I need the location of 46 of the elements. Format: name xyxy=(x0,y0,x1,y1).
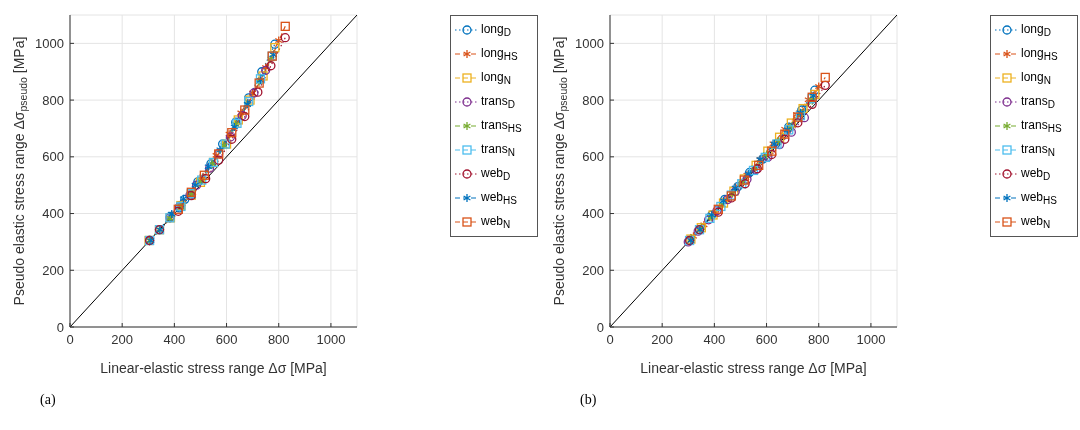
x-tick-label: 800 xyxy=(807,332,830,348)
legend-label: web$_{HS}$ xyxy=(481,189,517,207)
x-tick-label: 200 xyxy=(651,332,674,348)
legend-label: long$_{D}$ xyxy=(481,21,511,39)
legend-label: long$_{N}$ xyxy=(1021,69,1051,87)
text: (b) xyxy=(580,392,597,408)
y-tick-label: 800 xyxy=(42,92,64,108)
y-tick-label: 1000 xyxy=(575,35,604,51)
x-tick-label: 400 xyxy=(703,332,726,348)
legend-label: trans$_{D}$ xyxy=(1021,93,1055,111)
legend-label: web$_{N}$ xyxy=(1021,213,1051,231)
y-tick-label: 600 xyxy=(42,149,64,165)
legend-label: long$_{HS}$ xyxy=(1021,45,1058,63)
legend-label: trans$_{D}$ xyxy=(481,93,515,111)
legend-label: long$_{HS}$ xyxy=(481,45,518,63)
x-tick-label: 0 xyxy=(606,332,614,348)
legend-label: trans$_{N}$ xyxy=(1021,141,1055,159)
x-tick-label: 1000 xyxy=(856,332,886,348)
y-tick-label: 0 xyxy=(56,319,64,335)
y-tick-label: 0 xyxy=(596,319,604,335)
legend-label: trans$_{HS}$ xyxy=(481,117,522,135)
y-tick-label: 800 xyxy=(582,92,604,108)
x-axis-title: Linear-elastic stress range Δσ [MPa] xyxy=(640,360,867,376)
legend-label: web$_{D}$ xyxy=(481,165,511,183)
y-tick-label: 400 xyxy=(582,206,604,222)
x-axis-title: Linear-elastic stress range Δσ [MPa] xyxy=(100,360,327,376)
x-tick-label: 200 xyxy=(111,332,134,348)
y-tick-label: 1000 xyxy=(35,35,64,51)
legend-label: long$_{N}$ xyxy=(481,69,511,87)
y-tick-label: 200 xyxy=(42,262,64,278)
text: (a) xyxy=(40,392,56,408)
x-tick-label: 1000 xyxy=(316,332,346,348)
y-tick-label: 200 xyxy=(582,262,604,278)
x-tick-label: 600 xyxy=(755,332,778,348)
x-tick-label: 600 xyxy=(215,332,238,348)
legend-label: web$_{HS}$ xyxy=(1021,189,1057,207)
legend-label: long$_{D}$ xyxy=(1021,21,1051,39)
legend-label: trans$_{N}$ xyxy=(481,141,515,159)
y-tick-label: 400 xyxy=(42,206,64,222)
legend-label: web$_{N}$ xyxy=(481,213,511,231)
x-tick-label: 800 xyxy=(267,332,290,348)
x-tick-label: 0 xyxy=(66,332,74,348)
x-tick-label: 400 xyxy=(163,332,186,348)
legend-label: trans$_{HS}$ xyxy=(1021,117,1062,135)
y-tick-label: 600 xyxy=(582,149,604,165)
legend-label: web$_{D}$ xyxy=(1021,165,1051,183)
